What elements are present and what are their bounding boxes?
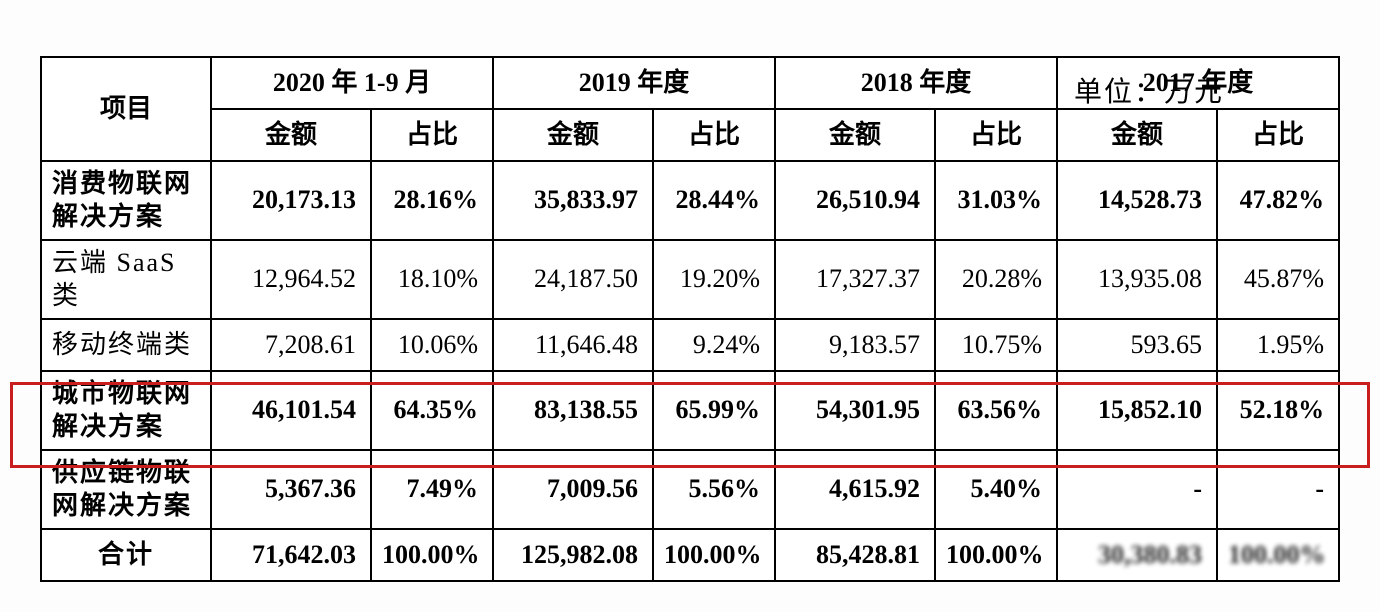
cell-ratio: 65.99%	[653, 371, 775, 450]
unit-label: 单位：万元	[1074, 70, 1224, 110]
cell-ratio: 28.44%	[653, 161, 775, 240]
cell-amount: -	[1057, 450, 1217, 529]
cell-amount: 15,852.10	[1057, 371, 1217, 450]
cell-ratio: 5.56%	[653, 450, 775, 529]
col-project: 项目	[41, 57, 211, 161]
cell-amount: 7,009.56	[493, 450, 653, 529]
cell-amount: 5,367.36	[211, 450, 371, 529]
col-ratio-3: 占比	[1217, 109, 1339, 161]
table-row-total: 合计71,642.03100.00%125,982.08100.00%85,42…	[41, 529, 1339, 581]
cell-amount: 54,301.95	[775, 371, 935, 450]
cell-ratio: 1.95%	[1217, 319, 1339, 371]
row-label: 移动终端类	[41, 319, 211, 371]
cell-ratio: 5.40%	[935, 450, 1057, 529]
cell-amount: 11,646.48	[493, 319, 653, 371]
row-label: 云端 SaaS 类	[41, 240, 211, 319]
cell-ratio: 31.03%	[935, 161, 1057, 240]
row-label-total: 合计	[41, 529, 211, 581]
table-row: 城市物联网解决方案46,101.5464.35%83,138.5565.99%5…	[41, 371, 1339, 450]
cell-amount: 46,101.54	[211, 371, 371, 450]
cell-ratio: 10.75%	[935, 319, 1057, 371]
col-period-1: 2019 年度	[493, 57, 775, 109]
cell-ratio: 10.06%	[371, 319, 493, 371]
col-amount-2: 金额	[775, 109, 935, 161]
cell-ratio: 28.16%	[371, 161, 493, 240]
cell-ratio: 20.28%	[935, 240, 1057, 319]
cell-amount: 26,510.94	[775, 161, 935, 240]
col-ratio-2: 占比	[935, 109, 1057, 161]
cell-ratio: 100.00%	[935, 529, 1057, 581]
table-body: 消费物联网解决方案20,173.1328.16%35,833.9728.44%2…	[41, 161, 1339, 581]
cell-amount: 9,183.57	[775, 319, 935, 371]
page-root: 单位：万元 项目 2020 年 1-9 月 2019 年度 2018 年度 20…	[0, 56, 1380, 612]
table-row: 供应链物联网解决方案5,367.367.49%7,009.565.56%4,61…	[41, 450, 1339, 529]
cell-amount: 12,964.52	[211, 240, 371, 319]
cell-ratio: 18.10%	[371, 240, 493, 319]
row-label: 城市物联网解决方案	[41, 371, 211, 450]
cell-amount: 17,327.37	[775, 240, 935, 319]
header-row-2: 金额 占比 金额 占比 金额 占比 金额 占比	[41, 109, 1339, 161]
cell-ratio: 100.00%	[1217, 529, 1339, 581]
row-label: 供应链物联网解决方案	[41, 450, 211, 529]
cell-amount: 13,935.08	[1057, 240, 1217, 319]
cell-amount: 20,173.13	[211, 161, 371, 240]
col-period-0: 2020 年 1-9 月	[211, 57, 493, 109]
cell-amount: 30,380.83	[1057, 529, 1217, 581]
cell-amount: 71,642.03	[211, 529, 371, 581]
cell-amount: 83,138.55	[493, 371, 653, 450]
cell-ratio: 47.82%	[1217, 161, 1339, 240]
cell-amount: 35,833.97	[493, 161, 653, 240]
cell-ratio: 19.20%	[653, 240, 775, 319]
table-row: 消费物联网解决方案20,173.1328.16%35,833.9728.44%2…	[41, 161, 1339, 240]
row-label: 消费物联网解决方案	[41, 161, 211, 240]
table-row: 云端 SaaS 类12,964.5218.10%24,187.5019.20%1…	[41, 240, 1339, 319]
cell-ratio: 100.00%	[371, 529, 493, 581]
cell-ratio: 9.24%	[653, 319, 775, 371]
cell-ratio: 64.35%	[371, 371, 493, 450]
table-row: 移动终端类7,208.6110.06%11,646.489.24%9,183.5…	[41, 319, 1339, 371]
col-amount-3: 金额	[1057, 109, 1217, 161]
col-ratio-0: 占比	[371, 109, 493, 161]
col-amount-1: 金额	[493, 109, 653, 161]
cell-ratio: 100.00%	[653, 529, 775, 581]
cell-amount: 125,982.08	[493, 529, 653, 581]
cell-ratio: -	[1217, 450, 1339, 529]
cell-amount: 14,528.73	[1057, 161, 1217, 240]
cell-amount: 4,615.92	[775, 450, 935, 529]
col-period-2: 2018 年度	[775, 57, 1057, 109]
cell-ratio: 52.18%	[1217, 371, 1339, 450]
cell-amount: 85,428.81	[775, 529, 935, 581]
col-amount-0: 金额	[211, 109, 371, 161]
cell-amount: 593.65	[1057, 319, 1217, 371]
cell-ratio: 45.87%	[1217, 240, 1339, 319]
col-ratio-1: 占比	[653, 109, 775, 161]
financial-table: 项目 2020 年 1-9 月 2019 年度 2018 年度 2017 年度 …	[40, 56, 1340, 582]
cell-ratio: 63.56%	[935, 371, 1057, 450]
cell-amount: 7,208.61	[211, 319, 371, 371]
cell-ratio: 7.49%	[371, 450, 493, 529]
cell-amount: 24,187.50	[493, 240, 653, 319]
